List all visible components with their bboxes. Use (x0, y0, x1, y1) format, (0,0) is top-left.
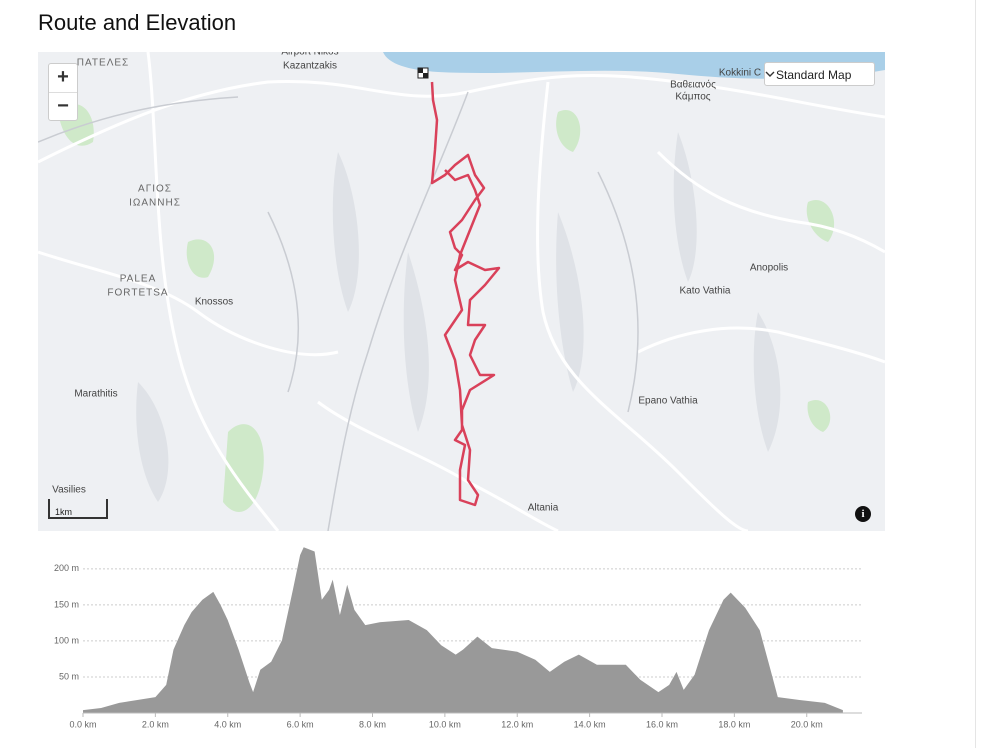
x-tick-label: 10.0 km (429, 719, 461, 729)
map-style-label: Standard Map (776, 68, 852, 82)
x-tick-label: 12.0 km (501, 719, 533, 729)
map-place-label: ΑΓΙΟΣ (138, 184, 172, 195)
finish-flag (417, 67, 429, 79)
x-tick-label: 6.0 km (287, 719, 314, 729)
route (430, 81, 501, 507)
map-place-label: Kato Vathia (680, 286, 731, 297)
map-place-label: Epano Vathia (638, 396, 698, 407)
map-style-dropdown[interactable]: Standard Map (764, 62, 875, 86)
map-place-label: Kokkini C (719, 68, 761, 79)
elevation-chart: 50 m 100 m 150 m 200 m 0.0 km 2.0 km 4.0 km 6.0… (54, 547, 862, 729)
x-tick-label: 18.0 km (718, 719, 750, 729)
x-tick-label: 14.0 km (574, 719, 606, 729)
y-tick-label: 150 m (54, 599, 79, 609)
page-title: Route and Elevation (38, 10, 237, 35)
map-place-label: Altania (528, 503, 559, 514)
map-canvas: ΠΑΤΕΛΕΣ Airport Nikos Kazantzakis ΑΓΙΟΣ ΙΩΑΝ… (38, 52, 885, 531)
map-place-label: Κάμπος (675, 91, 710, 103)
y-tick-label: 200 m (54, 563, 79, 573)
map-place-label: Knossos (195, 297, 233, 308)
x-tick-label: 16.0 km (646, 719, 678, 729)
zoom-controls: + − (48, 63, 78, 121)
x-tick-label: 8.0 km (359, 719, 386, 729)
minor-roads (38, 91, 639, 531)
map-place-label: Βαθειανός (670, 79, 716, 91)
elevation-area (83, 547, 843, 713)
map-place-label: Vasilies (52, 485, 86, 496)
y-tick-label: 100 m (54, 635, 79, 645)
zoom-out-button[interactable]: − (49, 92, 77, 121)
info-button[interactable]: i (855, 506, 871, 522)
map-place-label: ΙΩΑΝΝΗΣ (129, 198, 181, 209)
green-areas (58, 103, 835, 512)
scrollbar-track (975, 0, 976, 748)
y-tick-label: 50 m (59, 671, 79, 681)
map-place-label: Marathitis (74, 389, 117, 400)
map-place-label: ΠΑΤΕΛΕΣ (77, 58, 129, 69)
map-place-label: Airport Nikos (281, 52, 338, 58)
x-tick-label: 0.0 km (69, 719, 96, 729)
map-place-label: Anopolis (750, 263, 788, 274)
zoom-in-button[interactable]: + (57, 66, 69, 88)
x-tick-label: 20.0 km (791, 719, 823, 729)
x-tick-label: 2.0 km (142, 719, 169, 729)
scale-bar: 1km (48, 499, 108, 519)
dropdown-caret (765, 71, 775, 77)
map-labels: ΠΑΤΕΛΕΣ Airport Nikos Kazantzakis ΑΓΙΟΣ ΙΩΑΝ… (52, 52, 788, 514)
x-tick-label: 4.0 km (214, 719, 241, 729)
map-place-label: Kazantzakis (283, 61, 337, 72)
map-place-label: FORTETSA (107, 288, 168, 299)
sea (383, 52, 885, 79)
map-place-label: PALEA (120, 274, 157, 285)
route-map[interactable]: ΠΑΤΕΛΕΣ Airport Nikos Kazantzakis ΑΓΙΟΣ ΙΩΑΝ… (38, 52, 885, 531)
